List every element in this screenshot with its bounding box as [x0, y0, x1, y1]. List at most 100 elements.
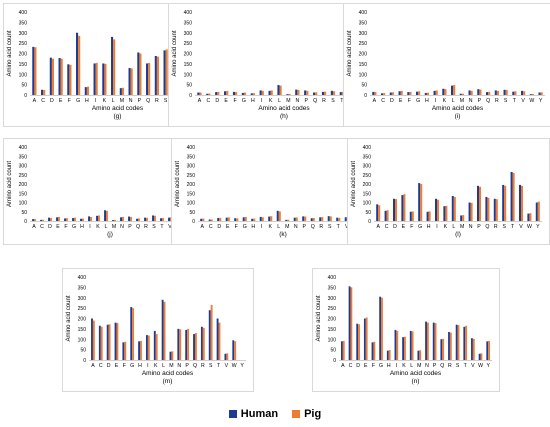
bar-pig-Q [487, 197, 490, 221]
bar-human-W [529, 94, 532, 95]
x-tick-label: F [410, 224, 413, 230]
bar-pig-A [202, 218, 205, 221]
x-tick-label: P [303, 224, 307, 230]
x-tick-label: Q [146, 98, 150, 104]
x-tick-label: P [128, 224, 132, 230]
bar-pig-R [146, 217, 148, 221]
legend: Human Pig [0, 405, 550, 423]
bar-pig-R [496, 90, 499, 95]
x-tick-label: Y [536, 224, 540, 230]
bar-human-C [41, 89, 44, 95]
x-tick-label: C [381, 98, 385, 104]
bar-pig-F [373, 341, 376, 360]
x-tick-label: Y [486, 363, 490, 369]
y-tick-label: 100 [19, 72, 28, 78]
y-tick-label: 200 [328, 317, 337, 323]
y-axis-title: Amino acid count [347, 30, 353, 76]
y-tick-label: 250 [19, 173, 28, 179]
bar-human-I [88, 216, 90, 221]
x-tick-label: A [32, 224, 36, 230]
x-tick-label: A [341, 363, 345, 369]
x-axis-title: Amino acid codes [142, 370, 194, 377]
x-tick-label: L [105, 224, 108, 230]
bar-human-P [304, 90, 307, 95]
bar-human-A [32, 46, 35, 95]
y-tick-label: 150 [19, 62, 28, 68]
x-tick-label: Y [539, 98, 543, 104]
y-tick-label: 200 [363, 182, 372, 188]
y-tick-label: 300 [19, 164, 28, 170]
bar-human-I [93, 63, 96, 95]
bar-pig-D [50, 218, 52, 221]
bar-pig-M [121, 87, 124, 95]
bar-human-A [200, 218, 203, 221]
x-tick-label: N [177, 363, 181, 369]
bar-pig-Q [138, 218, 140, 221]
x-tick-label: G [242, 98, 246, 104]
x-tick-label: H [427, 224, 431, 230]
bar-human-N [128, 68, 131, 95]
bar-human-C [384, 210, 387, 221]
bar-pig-M [287, 219, 290, 221]
x-axis-title: Amino acid codes [258, 105, 310, 112]
x-tick-label: P [305, 98, 309, 104]
bar-human-Q [310, 218, 313, 221]
x-tick-label: R [155, 98, 159, 104]
bar-pig-C [208, 93, 211, 95]
bar-pig-V [226, 353, 229, 360]
x-tick-label: H [85, 98, 89, 104]
y-tick-label: 50 [365, 210, 371, 216]
bar-human-H [251, 218, 254, 221]
bar-pig-M [461, 93, 464, 95]
y-tick-label: 400 [19, 145, 28, 151]
x-tick-label: V [521, 98, 525, 104]
bar-human-N [468, 90, 471, 95]
bar-human-T [336, 217, 339, 221]
x-tick-label: S [331, 98, 335, 104]
bar-pig-I [95, 62, 98, 95]
y-tick-label: 200 [19, 52, 28, 58]
x-tick-label: K [96, 224, 100, 230]
bar-pig-D [108, 324, 111, 360]
x-tick-label: E [115, 363, 119, 369]
y-tick-label: 50 [21, 83, 27, 89]
x-tick-label: T [337, 224, 341, 230]
bar-pig-D [51, 58, 54, 95]
x-tick-label: E [226, 224, 230, 230]
x-tick-label: D [393, 224, 397, 230]
bar-human-W [478, 353, 481, 360]
y-tick-label: 400 [359, 10, 368, 16]
bar-human-C [348, 286, 351, 360]
bar-pig-F [411, 211, 414, 221]
bar-pig-S [165, 49, 168, 95]
bar-pig-S [505, 90, 508, 95]
y-tick-label: 350 [78, 285, 87, 291]
x-tick-label: N [294, 224, 298, 230]
bar-pig-N [426, 322, 429, 360]
y-tick-label: 100 [359, 72, 368, 78]
y-tick-label: 350 [363, 154, 372, 160]
bar-human-G [76, 32, 79, 95]
bar-pig-C [383, 93, 386, 95]
bar-human-H [424, 92, 427, 95]
y-tick-label: 400 [328, 275, 337, 281]
bar-human-Y [538, 92, 541, 95]
y-tick-label: 0 [24, 93, 27, 99]
bar-human-N [295, 89, 298, 95]
x-tick-label: S [502, 224, 506, 230]
x-tick-label: C [41, 98, 45, 104]
x-tick-label: K [443, 98, 447, 104]
x-tick-label: M [169, 363, 173, 369]
bar-pig-L [453, 196, 456, 221]
x-tick-label: H [425, 98, 429, 104]
x-tick-label: Q [136, 224, 140, 230]
bar-pig-L [163, 301, 166, 360]
bar-human-P [185, 329, 188, 360]
panel-label: (g) [114, 113, 122, 120]
bar-human-K [102, 63, 105, 95]
bar-pig-F [124, 341, 127, 360]
bar-pig-E [400, 90, 403, 95]
y-tick-label: 0 [364, 93, 367, 99]
bar-pig-N [470, 90, 473, 95]
bar-pig-C [386, 210, 389, 221]
